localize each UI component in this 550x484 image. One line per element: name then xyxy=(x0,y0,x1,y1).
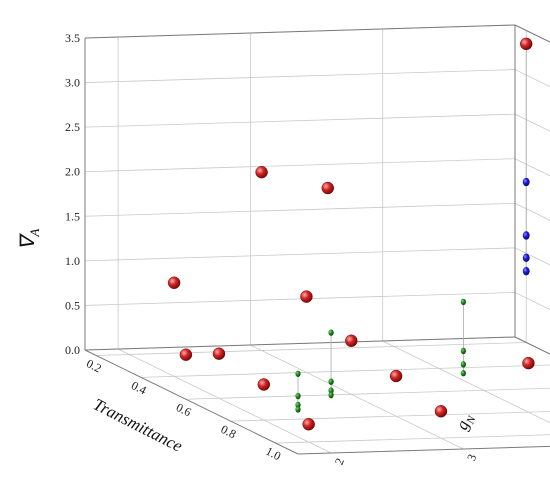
blue-point xyxy=(522,177,530,187)
red-sphere xyxy=(300,290,313,303)
grid-line-left-z xyxy=(84,113,516,128)
grid-line-floor-x xyxy=(96,342,527,356)
red-sphere xyxy=(522,356,535,370)
z-tick-label: 1.0 xyxy=(65,254,80,268)
red-sphere xyxy=(434,405,448,418)
x-axis-title: Transmittance xyxy=(90,395,186,456)
red-sphere xyxy=(345,334,358,347)
green-point xyxy=(328,378,334,385)
grid-line-back-z xyxy=(514,24,550,43)
grid-line-back-z xyxy=(514,158,550,177)
z-tick-label: 0.5 xyxy=(65,298,80,312)
grid-line-floor-x xyxy=(275,434,550,444)
y-tick-label: 3 xyxy=(464,452,479,463)
grid-line-floor-x xyxy=(185,387,550,400)
green-point xyxy=(460,370,467,377)
grid-line-back-z xyxy=(514,292,550,310)
red-sphere xyxy=(212,347,226,360)
blue-point xyxy=(522,253,530,262)
grid-line-floor-x xyxy=(230,411,550,422)
z-axis-title: ∇A xyxy=(17,229,42,250)
red-sphere xyxy=(302,418,315,431)
grid-line-back-z xyxy=(514,202,550,221)
z-tick-label: 3.5 xyxy=(65,31,80,45)
green-point xyxy=(295,401,301,409)
grid-line-back-z xyxy=(514,247,550,266)
top-left-edge xyxy=(84,24,516,39)
x-tick-label: 0.6 xyxy=(174,400,194,419)
red-sphere xyxy=(321,181,334,195)
green-point xyxy=(460,347,467,355)
grid-line-floor-y xyxy=(382,340,550,424)
grid-line-floor-y xyxy=(250,344,464,450)
blue-point xyxy=(522,231,530,240)
green-point xyxy=(295,406,301,413)
green-point xyxy=(328,391,334,399)
y-axis-line xyxy=(84,336,516,351)
z-axis-title-sub: A xyxy=(27,229,42,238)
grid-layer xyxy=(84,24,550,454)
x-axis-line xyxy=(84,349,299,455)
green-point xyxy=(328,387,334,394)
x-tick-label: 0.8 xyxy=(219,422,239,441)
z-tick-label: 3.0 xyxy=(65,76,80,90)
green-point xyxy=(328,329,334,336)
green-point xyxy=(460,361,467,368)
z-tick-label: 1.5 xyxy=(65,209,80,223)
green-point xyxy=(460,298,467,306)
drop-line-layer xyxy=(297,43,527,410)
grid-line-floor-y xyxy=(117,348,332,454)
grid-line-back-z xyxy=(514,69,550,88)
grid-line-left-z xyxy=(84,292,516,306)
x-tick-label: 0.4 xyxy=(129,378,149,397)
z-tick-label: 0.0 xyxy=(65,343,80,357)
blue-point xyxy=(522,266,530,276)
z-tick-label: 2.5 xyxy=(65,120,80,134)
red-sphere xyxy=(257,378,271,391)
floor-edge-front xyxy=(297,445,550,455)
grid-line-left-z xyxy=(84,202,516,217)
x-tick-label: 0.2 xyxy=(84,356,104,375)
grid-line-left-z xyxy=(84,69,516,83)
point-layer xyxy=(167,37,535,431)
z-tick-label: 2.0 xyxy=(65,165,80,179)
grid-line-back-z xyxy=(514,113,550,132)
green-point xyxy=(295,370,301,377)
red-sphere xyxy=(255,165,268,179)
red-sphere xyxy=(389,369,403,383)
green-point xyxy=(295,392,301,400)
red-sphere xyxy=(167,276,181,289)
tick-label-layer: 0.0 0.5 1.0 1.5 2.0 2.5 3.0 3.5 0.2 0.4 0.6 0.8 1.0 2… xyxy=(65,31,479,467)
frame-layer xyxy=(84,24,550,455)
red-sphere xyxy=(520,37,533,51)
red-sphere xyxy=(179,348,193,361)
y-tick-label: 2 xyxy=(332,456,347,467)
top-back-edge xyxy=(514,24,550,43)
grid-line-left-z xyxy=(84,247,516,262)
x-tick-label: 1.0 xyxy=(264,444,284,463)
grid-line-left-z xyxy=(84,158,516,173)
grid-line-floor-x xyxy=(141,364,550,378)
